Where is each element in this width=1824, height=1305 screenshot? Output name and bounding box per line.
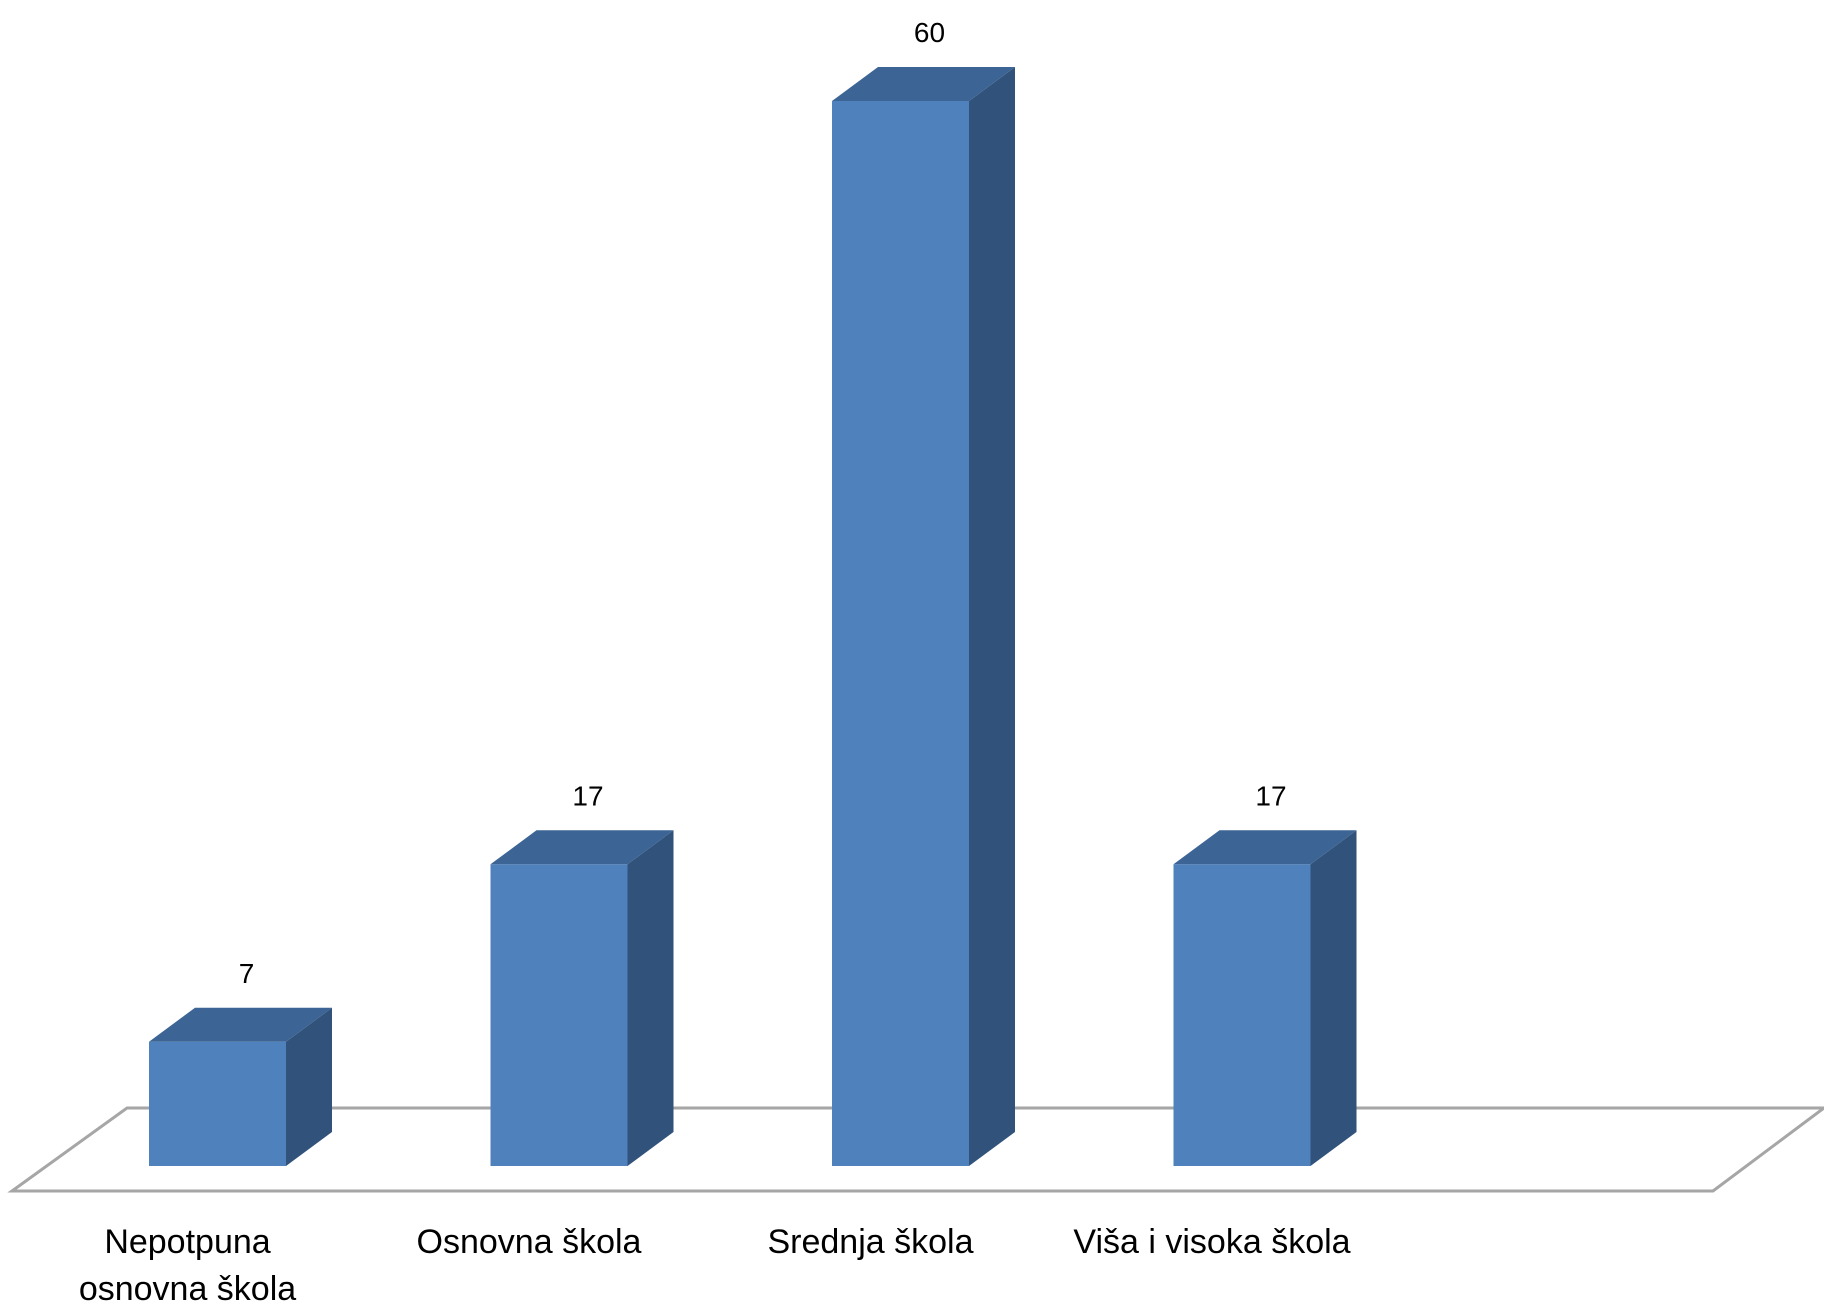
category-label: Nepotpuna osnovna škola: [79, 1223, 296, 1305]
data-label: 17: [572, 780, 603, 811]
bar: [832, 67, 1015, 1166]
bar-top: [149, 1007, 332, 1042]
bar-front: [490, 864, 628, 1166]
data-label: 60: [914, 17, 945, 48]
bar: [149, 1007, 332, 1166]
bar-side: [627, 830, 674, 1166]
bar: [490, 830, 674, 1166]
bar-side: [969, 67, 1015, 1166]
bar-side: [1310, 830, 1357, 1166]
bars-group: [149, 67, 1357, 1166]
bar-top: [1173, 830, 1357, 865]
bar-front: [149, 1041, 286, 1166]
data-label: 7: [239, 958, 255, 989]
bar-front: [832, 101, 969, 1166]
bar-top: [490, 830, 674, 865]
bar-front: [1173, 864, 1311, 1166]
data-labels-group: 7 17 60 17: [239, 17, 1287, 989]
data-label: 17: [1255, 780, 1286, 811]
bar-side: [286, 1007, 332, 1166]
chart-floor: [7, 1106, 1824, 1193]
bar: [1173, 830, 1357, 1166]
category-label: Srednja škola: [767, 1223, 973, 1261]
category-label: Viša i visoka škola: [1073, 1223, 1350, 1261]
bar-top: [832, 67, 1015, 101]
category-label: Osnovna škola: [417, 1223, 642, 1261]
category-labels-group: Nepotpuna osnovna škola Osnovna škola Sredn…: [79, 1223, 1351, 1305]
